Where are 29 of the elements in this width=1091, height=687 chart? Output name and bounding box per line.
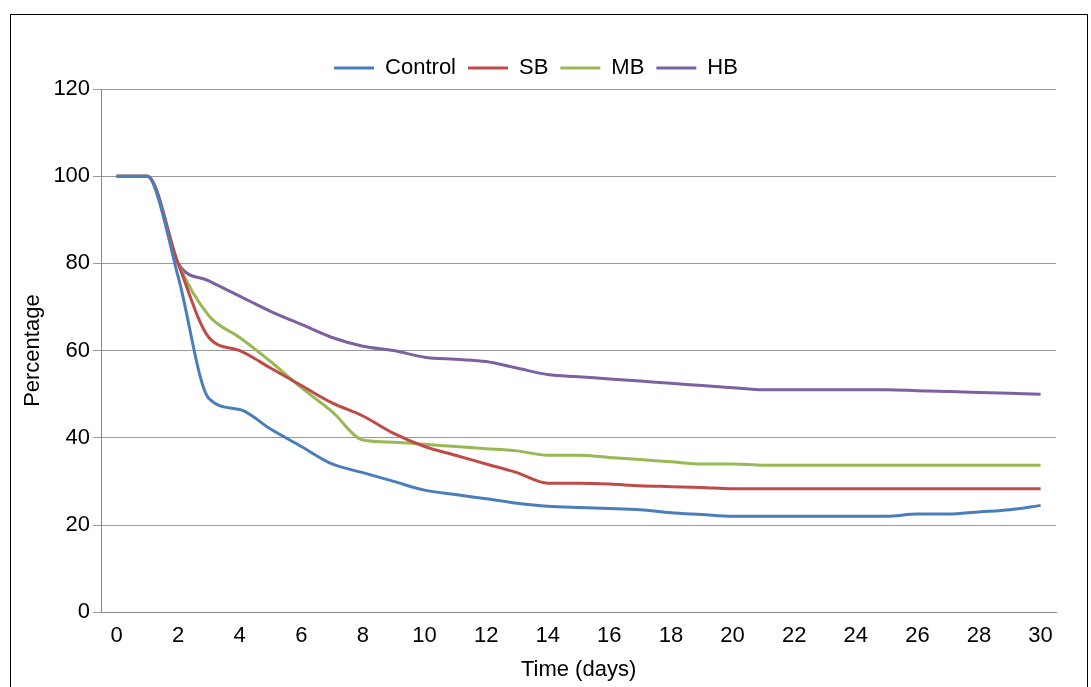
y-tick-label: 120 [53,75,91,101]
y-tick-label: 20 [65,511,91,537]
x-tick-label: 26 [905,622,930,648]
y-tick-label: 40 [65,423,91,449]
x-tick-label: 6 [295,622,308,648]
x-tick-label: 8 [356,622,370,648]
x-tick-label: 22 [781,622,807,648]
legend-label: SB [519,54,549,80]
legend-label: MB [611,54,645,80]
x-tick-label: 12 [473,622,499,648]
x-tick-label: 30 [1028,622,1053,648]
y-tick-label: 0 [77,598,91,624]
y-tick-label: 60 [65,336,91,362]
x-tick-label: 18 [658,622,684,648]
y-tick-label: 100 [53,162,91,188]
y-tick-label: 80 [65,249,91,275]
x-tick-label: 0 [110,622,123,648]
x-tick-label: 28 [966,622,992,648]
legend-label: HB [707,54,738,80]
x-tick-label: 24 [843,622,869,648]
x-tick-label: 2 [171,622,185,648]
x-tick-label: 10 [412,622,437,648]
x-tick-label: 20 [720,622,745,648]
x-tick-label: 16 [597,622,622,648]
y-axis-title: Percentage [19,294,45,407]
x-tick-label: 4 [233,622,246,648]
x-axis-title: Time (days) [520,655,637,681]
x-tick-label: 14 [535,622,560,648]
legend-label: Control [385,54,457,80]
